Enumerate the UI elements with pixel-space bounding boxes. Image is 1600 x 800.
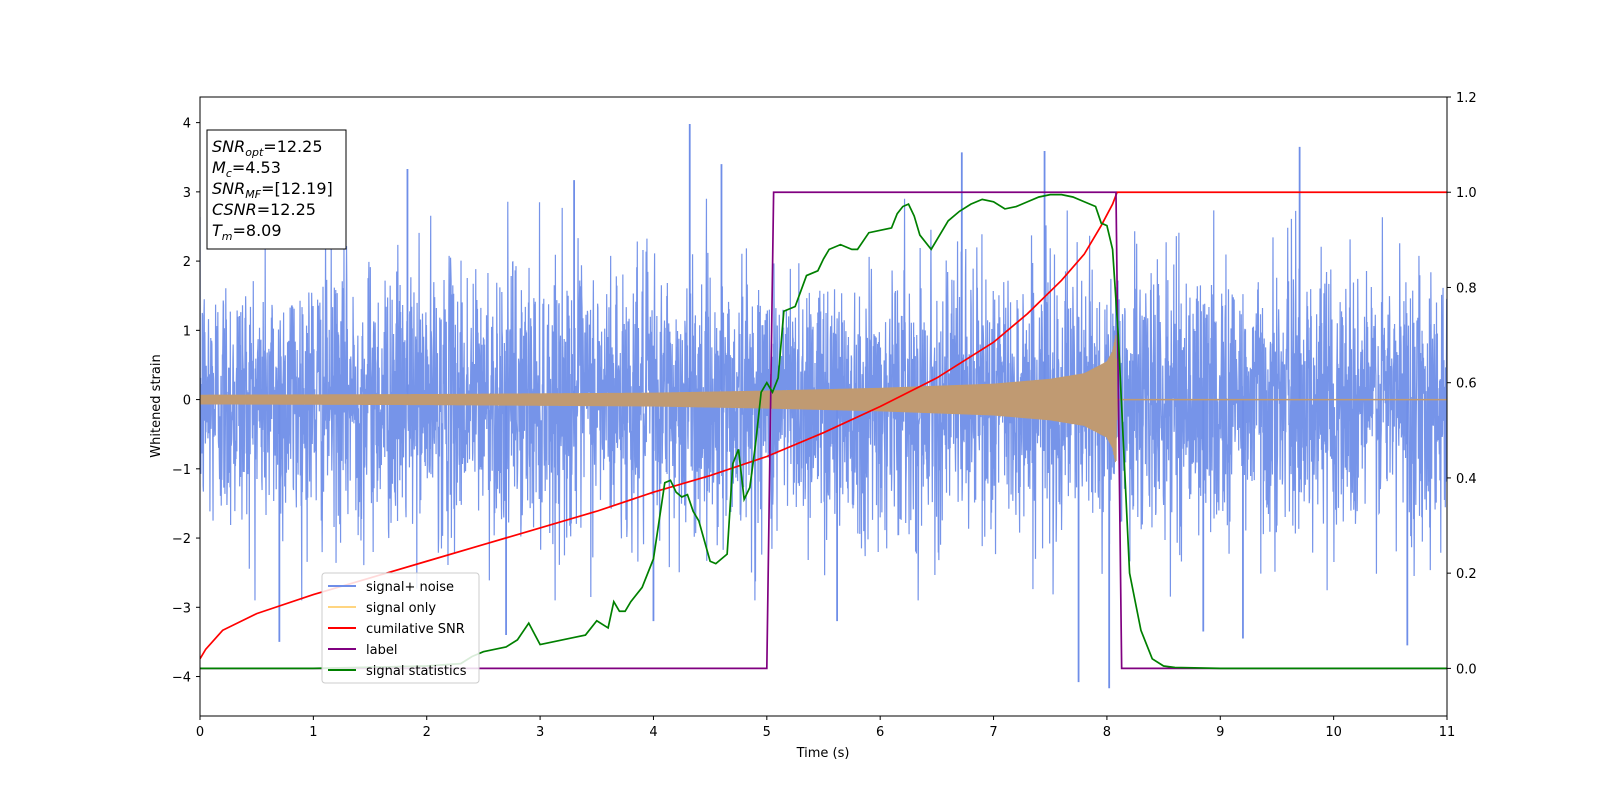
y-left-tick-label: −2: [172, 532, 191, 547]
x-tick-label: 1: [309, 725, 317, 740]
x-tick-label: 0: [196, 725, 204, 740]
y-left-tick-label: 2: [183, 255, 191, 270]
legend-label: signal statistics: [366, 664, 467, 679]
legend-label: signal only: [366, 601, 436, 616]
series-signal-only-line: [200, 335, 1118, 463]
legend-label: signal+ noise: [366, 580, 454, 595]
legend-item: signal only: [328, 601, 436, 616]
y-left-tick-label: 4: [183, 117, 191, 132]
legend-item: signal statistics: [328, 664, 467, 679]
legend-item: signal+ noise: [328, 580, 454, 595]
info-line: CSNR=12.25: [212, 200, 316, 219]
info-line: SNRMF=[12.19]: [212, 179, 333, 201]
legend-label: cumilative SNR: [366, 622, 465, 637]
y-right-tick-label: 0.8: [1456, 281, 1477, 296]
y-axis-label: Whitened strain: [149, 354, 164, 457]
x-tick-label: 2: [423, 725, 431, 740]
info-line: SNRopt=12.25: [212, 137, 323, 159]
x-tick-label: 8: [1103, 725, 1111, 740]
y-right-tick-label: 1.0: [1456, 186, 1477, 201]
y-right-tick-label: 0.4: [1456, 472, 1477, 487]
y-left-tick-label: −3: [172, 601, 191, 616]
x-tick-label: 9: [1216, 725, 1224, 740]
x-tick-label: 10: [1325, 725, 1342, 740]
info-line: Tm=8.09: [212, 221, 282, 243]
y-right-tick-label: 0.0: [1456, 662, 1477, 677]
series-label-line: [200, 191, 1447, 670]
y-left-tick-label: 0: [183, 394, 191, 409]
y-left-tick-label: 1: [183, 324, 191, 339]
x-tick-label: 6: [876, 725, 884, 740]
x-tick-label: 3: [536, 725, 544, 740]
info-line: Mc=4.53: [212, 158, 281, 180]
x-axis-label: Time (s): [796, 746, 850, 761]
info-box: SNRopt=12.25Mc=4.53SNRMF=[12.19]CSNR=12.…: [206, 129, 347, 250]
series-signal-statistics-line: [200, 193, 1447, 670]
x-tick-label: 4: [649, 725, 657, 740]
legend-label: label: [366, 643, 397, 658]
x-tick-label: 5: [763, 725, 771, 740]
y-right-tick-label: 0.2: [1456, 567, 1477, 582]
plot-frame: [199, 96, 1448, 717]
x-tick-label: 7: [989, 725, 997, 740]
legend-item: cumilative SNR: [328, 622, 465, 637]
legend: signal+ noise signal only cumilative SNR la…: [321, 572, 480, 684]
series-cumilative-snr-line: [200, 191, 1447, 660]
y-left-tick-label: −1: [172, 463, 191, 478]
x-tick-label: 11: [1439, 725, 1456, 740]
y-left-tick-label: 3: [183, 186, 191, 201]
legend-item: label: [328, 643, 397, 658]
y-right-tick-label: 1.2: [1456, 91, 1477, 106]
y-left-tick-label: −4: [172, 671, 191, 686]
y-right-tick-label: 0.6: [1456, 377, 1477, 392]
